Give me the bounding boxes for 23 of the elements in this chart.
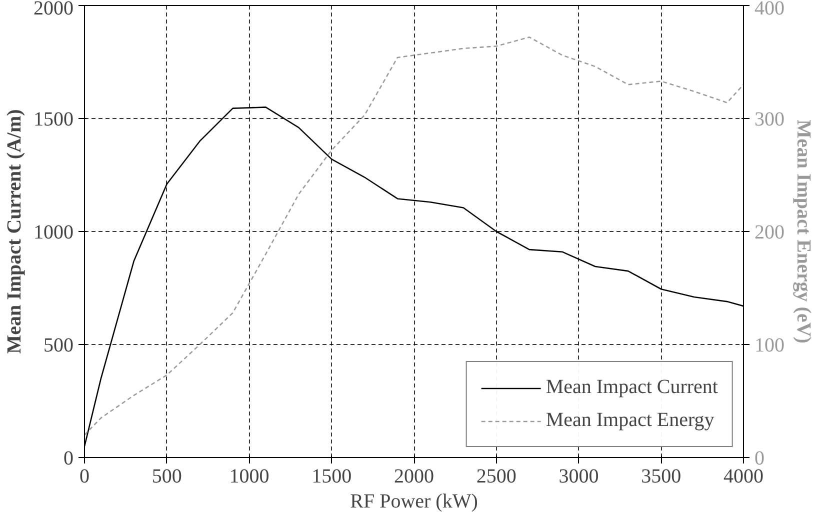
y-axis-title: Mean Impact Current (A/m): [4, 109, 26, 354]
y2-tick-label: 300: [754, 108, 784, 130]
x-axis-title: RF Power (kW): [350, 490, 478, 512]
legend-label: Mean Impact Current: [546, 376, 718, 399]
y-tick-label: 1000: [34, 222, 74, 244]
line-series: [84, 36, 744, 436]
x-tick-label: 1000: [229, 466, 270, 488]
x-tick-label: 0: [80, 466, 90, 488]
y2-tick-label: 100: [754, 334, 784, 356]
y-tick-label: 2000: [34, 0, 74, 20]
x-tick-label: 3500: [641, 466, 682, 488]
x-tick-label: 500: [152, 466, 182, 488]
x-tick-label: 3000: [558, 466, 599, 488]
y-tick-label: 0: [64, 448, 74, 470]
y-tick-label: 1500: [34, 108, 74, 130]
legend-label: Mean Impact Energy: [546, 409, 714, 432]
y2-tick-label: 200: [754, 222, 784, 244]
x-tick-label: 2000: [394, 466, 434, 488]
x-tick-label: 2500: [476, 466, 516, 488]
y-tick-label: 500: [44, 334, 74, 356]
x-tick-label: 1500: [312, 466, 352, 488]
y2-tick-label: 400: [754, 0, 784, 20]
y2-axis-title: Mean Impact Energy (eV): [792, 120, 814, 344]
